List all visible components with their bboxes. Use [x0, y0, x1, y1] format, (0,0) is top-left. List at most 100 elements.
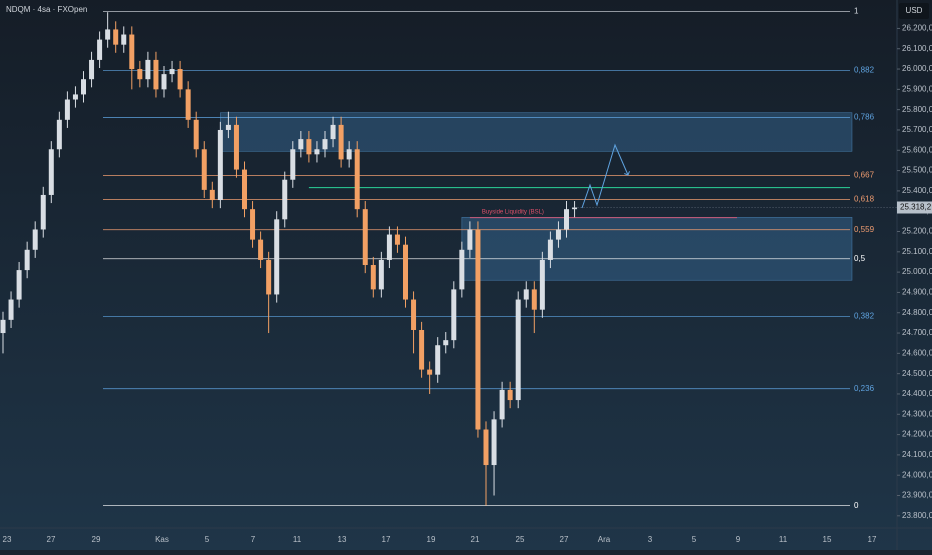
candle-body	[370, 265, 376, 290]
x-tick-label: 21	[471, 535, 480, 544]
candle-body	[153, 59, 159, 90]
y-tick-label: 23.800,0	[902, 511, 932, 520]
candle-body	[145, 59, 151, 80]
candle-body	[242, 169, 247, 210]
candle-body	[169, 69, 175, 75]
candle-body	[435, 345, 441, 375]
candle-body	[378, 259, 384, 290]
fib-label: 1	[854, 6, 859, 15]
candle-body	[137, 69, 143, 80]
projection-arrow	[581, 143, 628, 209]
zone	[461, 216, 853, 281]
fib-label: 0,382	[854, 312, 875, 321]
fib-label: 0,236	[854, 384, 875, 393]
candle-body	[451, 289, 457, 341]
y-tick-label: 24.500,0	[902, 369, 932, 378]
y-tick-label: 24.700,0	[902, 328, 932, 337]
candle-body	[475, 229, 481, 430]
y-tick-label: 24.800,0	[902, 308, 932, 317]
candle-body	[40, 194, 46, 230]
candle-body	[16, 270, 22, 300]
candle-body	[539, 259, 545, 310]
candle-body	[48, 149, 54, 195]
x-tick-label: 23	[3, 535, 12, 544]
candle-body	[177, 69, 183, 90]
candle-body	[129, 34, 135, 70]
x-tick-label: 17	[868, 535, 877, 544]
candle-body	[467, 229, 473, 250]
y-tick-label: 25.000,0	[902, 267, 932, 276]
currency: USD	[906, 6, 923, 15]
candle-body	[161, 74, 167, 90]
y-tick-label: 25.700,0	[902, 125, 932, 134]
candle-body	[209, 189, 215, 201]
y-tick-label: 24.200,0	[902, 430, 932, 439]
y-tick-label: 25.100,0	[902, 247, 932, 256]
candle-body	[225, 124, 231, 130]
y-tick-label: 26.000,0	[902, 64, 932, 73]
candle-body	[32, 229, 38, 250]
x-tick-label: 19	[427, 535, 436, 544]
fib-label: 0,667	[854, 171, 875, 180]
candle-body	[338, 124, 344, 160]
y-tick-label: 23.900,0	[902, 491, 932, 500]
candle-body	[555, 229, 561, 240]
y-tick-label: 25.500,0	[902, 166, 932, 175]
candle-body	[105, 29, 111, 40]
candle-body	[330, 124, 336, 140]
candle-body	[483, 429, 489, 466]
candle-body	[81, 79, 86, 95]
candle-body	[233, 124, 239, 170]
candle-body	[507, 389, 513, 401]
candle-body	[0, 319, 6, 334]
y-tick-label: 24.400,0	[902, 389, 932, 398]
x-tick-label: 9	[736, 535, 741, 544]
candle-body	[386, 234, 392, 260]
x-tick-label: 27	[47, 535, 56, 544]
candle-body	[193, 119, 199, 150]
candle-body	[298, 139, 304, 150]
x-tick-label: Kas	[155, 535, 169, 544]
candle-body	[459, 249, 465, 290]
candle-body	[121, 34, 127, 45]
y-tick-label: 24.600,0	[902, 348, 932, 357]
candle-body	[24, 249, 30, 271]
candle-body	[564, 209, 569, 230]
candle-body	[419, 330, 425, 370]
candle-body	[185, 89, 191, 120]
x-tick-label: 17	[382, 535, 391, 544]
candle-body	[314, 149, 320, 155]
candle-body	[290, 149, 296, 180]
candle-body	[56, 119, 62, 150]
fib-label: 0,786	[854, 113, 875, 122]
candle-body	[274, 219, 280, 295]
candle-body	[266, 259, 272, 295]
last-price-box	[897, 201, 932, 214]
candle-body	[547, 239, 553, 260]
zone	[220, 112, 853, 152]
x-tick-label: 5	[692, 535, 697, 544]
candle-body	[322, 139, 328, 150]
candle-body	[113, 29, 119, 45]
candle-body	[64, 99, 70, 120]
symbol-title: NDQM · 4sa · FXOpen	[6, 5, 87, 14]
x-tick-label: 15	[823, 535, 832, 544]
currency-box	[899, 3, 929, 19]
candle-body	[362, 209, 368, 266]
x-tick-label: 29	[92, 535, 101, 544]
candle-body	[411, 299, 417, 330]
candle-body	[8, 299, 14, 320]
candle-body	[72, 94, 78, 100]
x-tick-label: 5	[205, 535, 210, 544]
candle-body	[201, 149, 207, 190]
fib-label: 0,618	[854, 195, 875, 204]
x-tick-label: 27	[560, 535, 569, 544]
bsl-label: Buyside Liquidity (BSL)	[482, 209, 544, 215]
candle-body	[217, 129, 223, 201]
y-tick-label: 26.100,0	[902, 44, 932, 53]
x-tick-label: 11	[779, 535, 788, 544]
candle-body	[306, 139, 312, 155]
candle-body	[282, 179, 288, 220]
